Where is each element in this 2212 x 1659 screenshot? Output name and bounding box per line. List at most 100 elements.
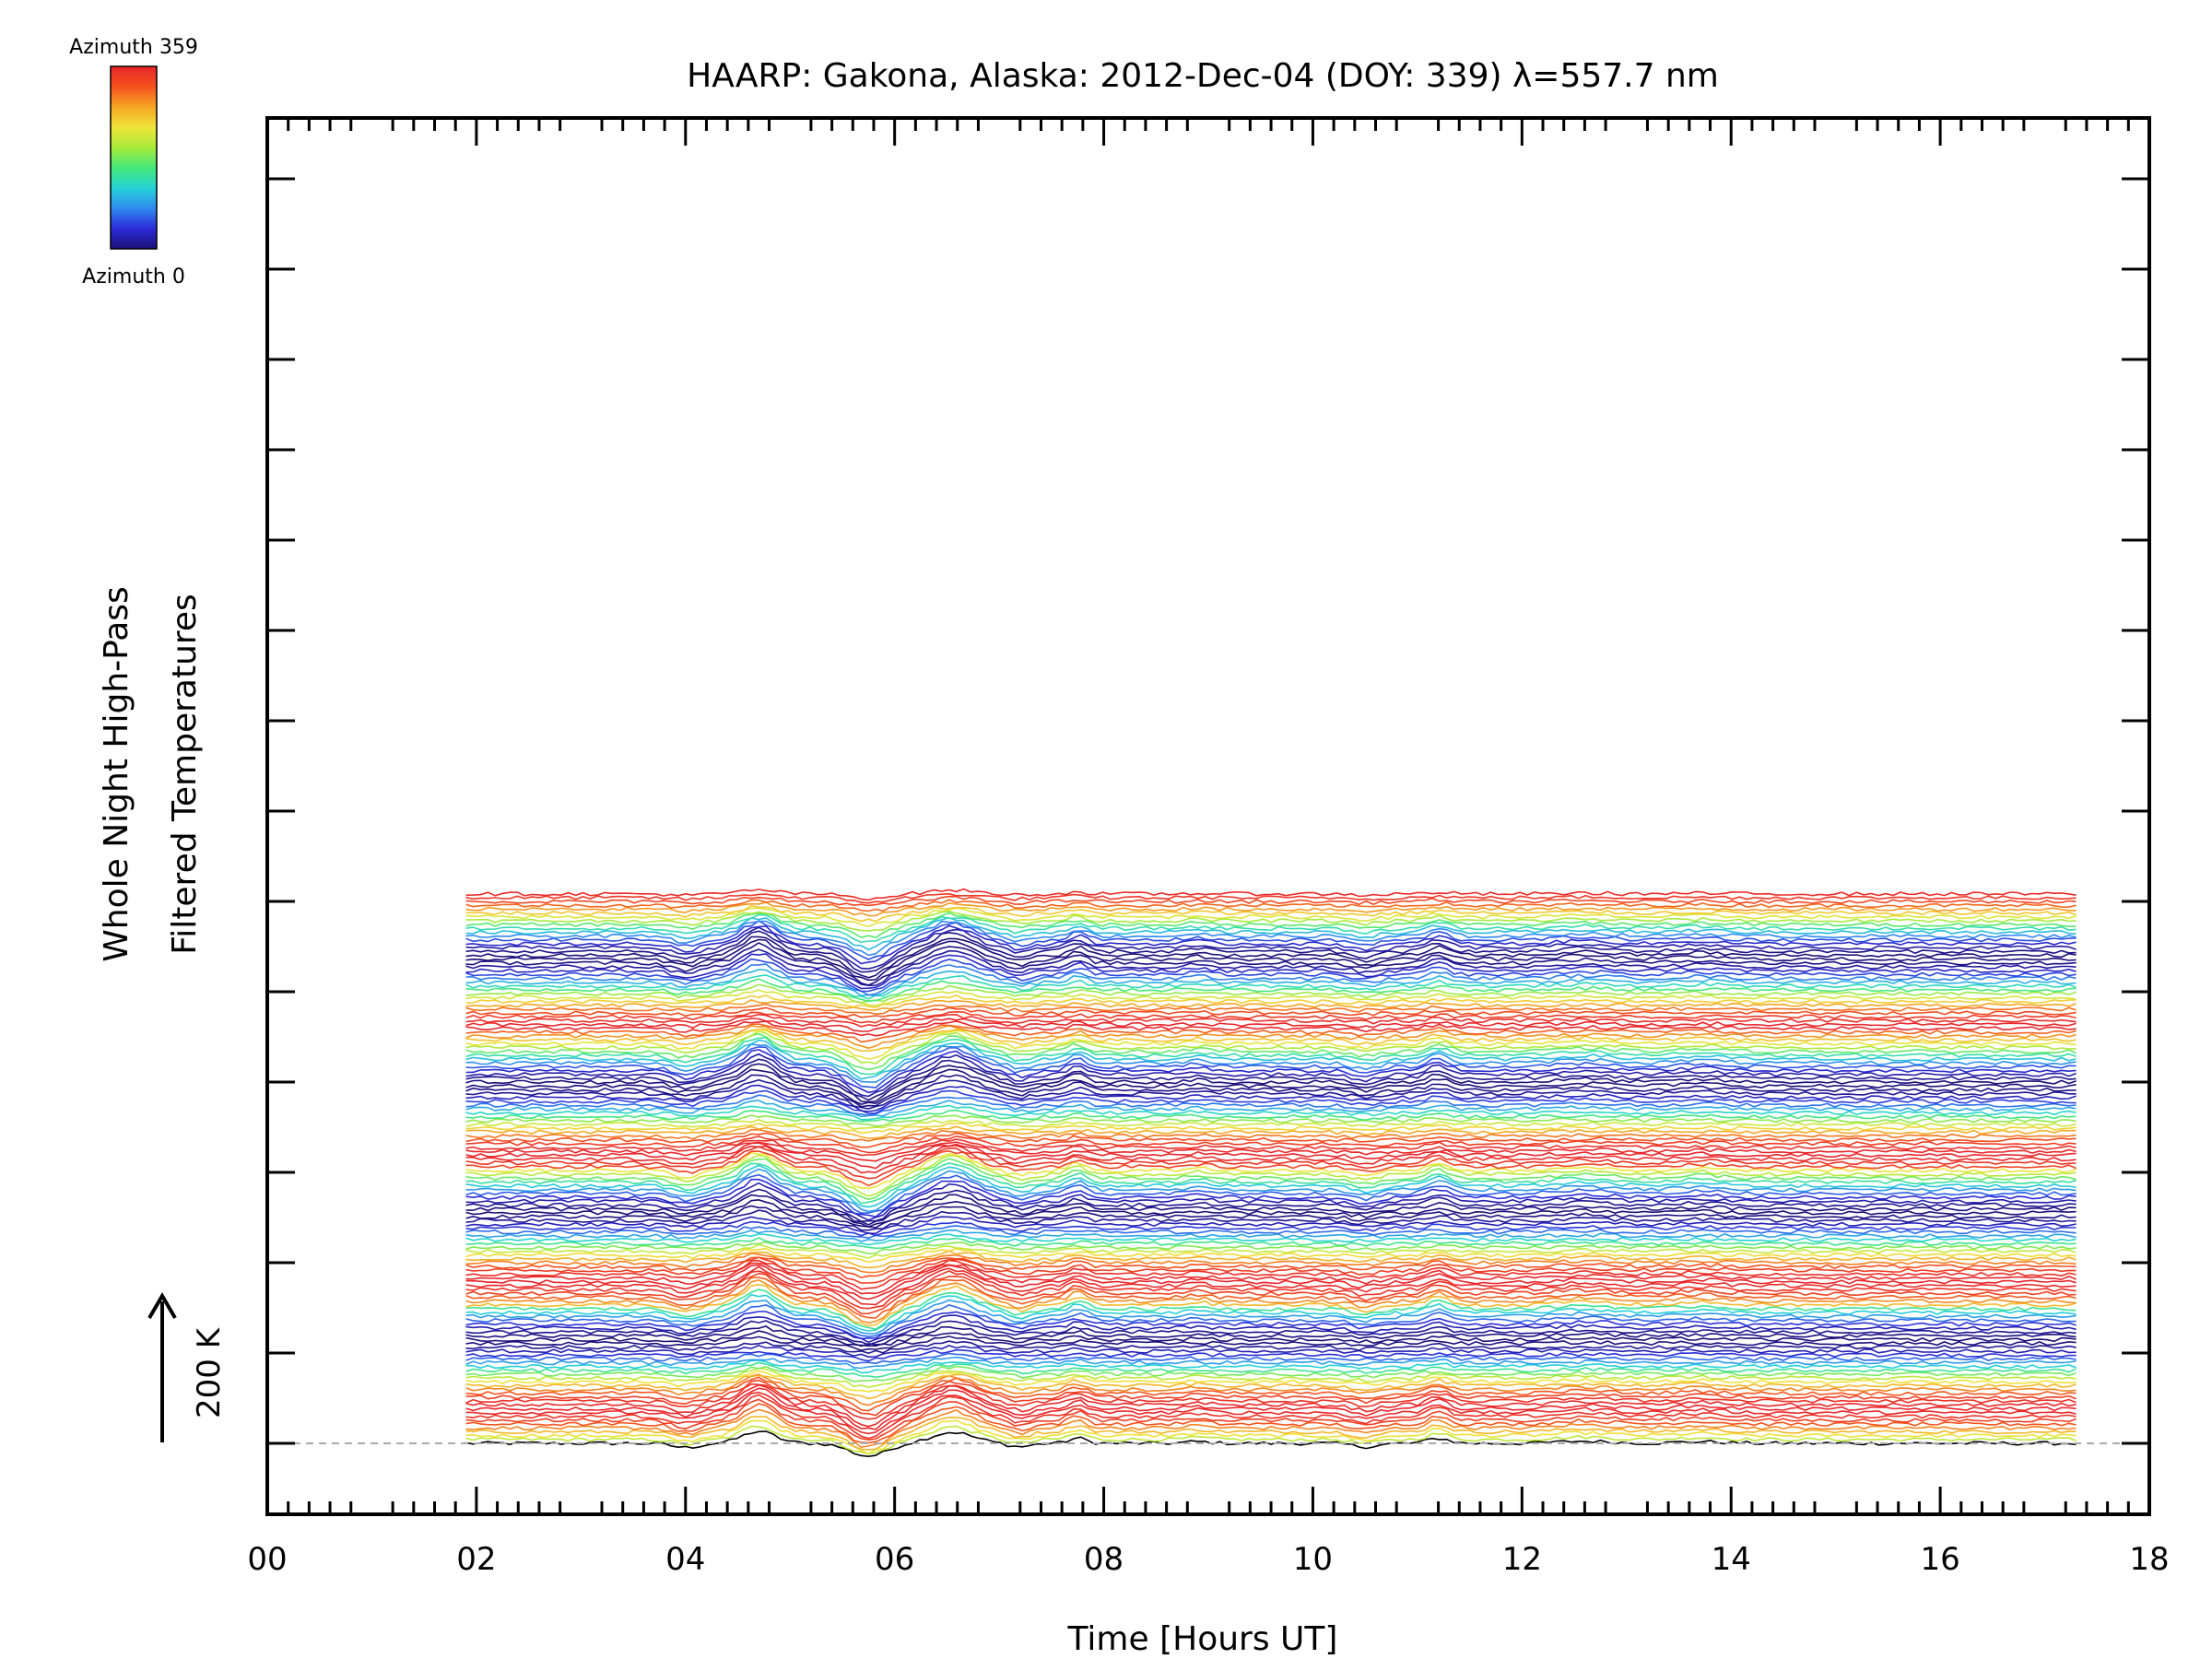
trace-series (465, 1367, 2077, 1389)
x-tick-label: 00 (247, 1541, 287, 1578)
trace-series (465, 1154, 2077, 1197)
trace-series (465, 1194, 2077, 1226)
trace-series (465, 1229, 2077, 1242)
trace-series (465, 1352, 2077, 1365)
trace-series (465, 1243, 2077, 1259)
trace-series (465, 1408, 2077, 1449)
trace-series (465, 974, 2077, 1000)
trace-series (465, 1074, 2077, 1108)
trace-series (465, 1141, 2077, 1162)
trace-series (465, 1018, 2077, 1032)
trace-series (465, 1391, 2077, 1435)
trace-series (465, 1225, 2077, 1240)
trace-series (465, 1205, 2077, 1229)
trace-series (465, 1173, 2077, 1215)
trace-series (465, 1311, 2077, 1340)
trace-series (465, 1303, 2077, 1337)
trace-series (465, 935, 2077, 979)
trace-series (465, 1272, 2077, 1315)
x-tick-label: 10 (1293, 1541, 1333, 1578)
trace-series (465, 1125, 2077, 1139)
trace-series (465, 1198, 2077, 1228)
plot-frame (265, 116, 2151, 1516)
trace-series (465, 1252, 2077, 1274)
trace-series (465, 1278, 2077, 1324)
colorbar-legend: Azimuth 359 Azimuth 0 (69, 36, 198, 288)
trace-series (465, 1032, 2077, 1071)
trace-series (465, 1114, 2077, 1127)
trace-series (465, 958, 2077, 993)
trace-series (465, 1330, 2077, 1347)
trace-series (465, 1265, 2077, 1306)
trace-series (465, 1256, 2077, 1284)
trace-series (465, 920, 2077, 960)
trace-series (465, 924, 2077, 965)
trace-series (465, 1394, 2077, 1440)
trace-series (465, 1264, 2077, 1300)
trace-series (465, 1089, 2077, 1115)
trace-series (465, 1382, 2077, 1420)
x-axis-label: Time [Hours UT] (1067, 1620, 1338, 1658)
trace-series (465, 1376, 2077, 1412)
trace-series (465, 1030, 2077, 1060)
trace-series (465, 1398, 2077, 1441)
trace-series (465, 1068, 2077, 1105)
trace-series (465, 1403, 2077, 1444)
trace-series (465, 1146, 2077, 1180)
trace-series (465, 1387, 2077, 1430)
trace-series (465, 1237, 2077, 1250)
trace-series (465, 1270, 2077, 1310)
trace-series (465, 999, 2077, 1011)
x-tick-label: 04 (665, 1541, 705, 1578)
trace-series (465, 899, 2077, 912)
scale-bar-label: 200 K (191, 1326, 228, 1418)
trace-series (465, 963, 2077, 996)
scale-bar: 200 K (147, 1292, 228, 1442)
trace-series (465, 1020, 2077, 1037)
trace-series (465, 1373, 2077, 1406)
trace-series (465, 1058, 2077, 1101)
trace-series (465, 994, 2077, 1009)
trace-series (465, 892, 2077, 904)
trace-series (465, 1359, 2077, 1374)
trace-series (465, 1370, 2077, 1393)
trace-series (465, 1379, 2077, 1417)
trace-series (465, 1053, 2077, 1098)
trace-series (465, 1135, 2077, 1154)
trace-series (465, 1256, 2077, 1279)
trace-series (465, 1030, 2077, 1065)
x-axis-tick-labels: 00 02 04 06 08 10 12 14 16 18 (247, 1541, 2169, 1578)
trace-series (465, 1247, 2077, 1264)
trace-series (465, 1178, 2077, 1218)
trace-series (465, 1325, 2077, 1347)
x-axis-ticks (265, 118, 2151, 1514)
colorbar-top-label: Azimuth 359 (69, 36, 198, 59)
x-tick-label: 06 (875, 1541, 914, 1578)
trace-series (465, 953, 2077, 990)
y-axis-label-line1: Whole Night High-Pass (98, 586, 135, 962)
trace-series (465, 920, 2077, 957)
trace-series (465, 978, 2077, 1003)
trace-series (465, 1149, 2077, 1187)
trace-series (465, 1142, 2077, 1170)
trace-series (465, 901, 2077, 917)
trace-series (465, 1010, 2077, 1024)
x-tick-label: 02 (456, 1541, 496, 1578)
trace-series (465, 1028, 2077, 1053)
trace-series (465, 1425, 2077, 1455)
trace-series (465, 1216, 2077, 1235)
colorbar-bottom-label: Azimuth 0 (82, 265, 185, 288)
trace-series (465, 1182, 2077, 1221)
trace-series (465, 1288, 2077, 1330)
trace-series (465, 1188, 2077, 1223)
trace-series (465, 930, 2077, 973)
trace-series (465, 912, 2077, 939)
trace-series (465, 1037, 2077, 1076)
trace-series (465, 1220, 2077, 1237)
colorbar-gradient (110, 65, 158, 250)
trace-series (465, 907, 2077, 928)
trace-series (465, 1013, 2077, 1028)
trace-series (465, 938, 2077, 982)
trace-series (465, 969, 2077, 997)
